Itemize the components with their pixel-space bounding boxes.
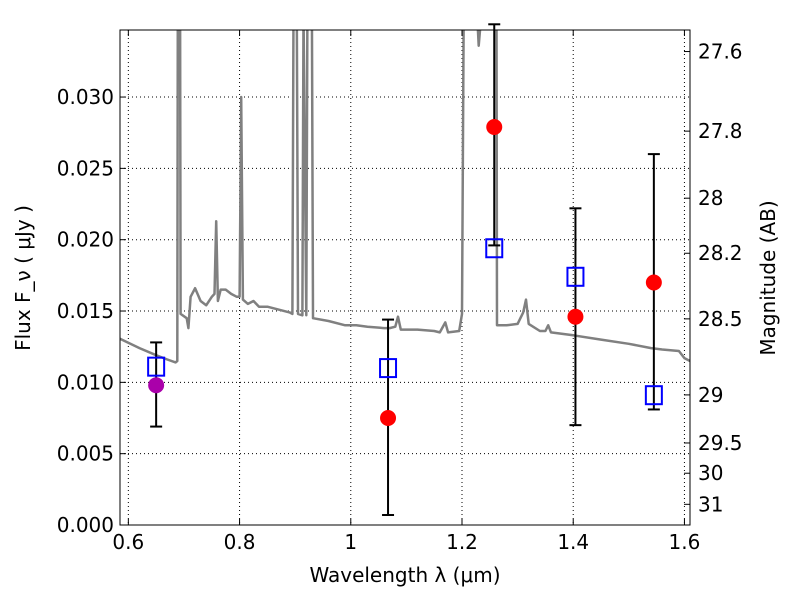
observed-point <box>486 119 503 136</box>
y-tick-label: 0.030 <box>57 85 114 109</box>
right-tick-label: 28.5 <box>698 307 743 331</box>
x-tick-label: 1.4 <box>557 530 589 554</box>
model-band-point <box>485 238 504 259</box>
x-tick-label: 0.8 <box>224 530 256 554</box>
observed-point <box>380 410 397 427</box>
y-tick-label: 0.025 <box>57 156 114 180</box>
x-tick-label: 1 <box>344 530 357 554</box>
observed-point <box>148 377 165 394</box>
grid <box>120 30 690 526</box>
right-tick-label: 31 <box>698 492 723 516</box>
y-tick-label: 0.020 <box>57 228 114 252</box>
x-tick-label: 0.6 <box>112 530 144 554</box>
right-tick-label: 27.6 <box>698 40 743 64</box>
right-tick-label: 29 <box>698 383 723 407</box>
x-tick-label: 1.2 <box>446 530 478 554</box>
model-band-point <box>147 356 166 377</box>
right-tick-label: 28.2 <box>698 241 743 265</box>
model-band-point <box>566 266 585 287</box>
right-tick-label: 30 <box>698 461 723 485</box>
y-axis-right-label: Magnitude (AB) <box>756 200 780 355</box>
model-spectrum-line <box>120 30 690 364</box>
data-markers <box>147 119 663 427</box>
model-spectrum <box>120 30 690 364</box>
y-tick-label: 0.000 <box>57 513 114 537</box>
x-axis-label: Wavelength λ (μm) <box>309 563 500 587</box>
y-tick-label: 0.005 <box>57 442 114 466</box>
observed-point <box>567 308 584 325</box>
x-tick-label: 1.6 <box>669 530 701 554</box>
right-tick-label: 28 <box>698 186 723 210</box>
model-band-point <box>644 385 663 406</box>
model-band-point <box>379 358 398 379</box>
y-axis-label: Flux F_ν ( μJy ) <box>11 205 35 351</box>
right-tick-label: 29.5 <box>698 431 743 455</box>
y-tick-label: 0.010 <box>57 370 114 394</box>
right-tick-label: 27.8 <box>698 119 743 143</box>
plot-frame <box>119 29 691 526</box>
y-tick-label: 0.015 <box>57 299 114 323</box>
ticks: 0.6 0.8 1 1.2 1.4 1.6 0.000 0.005 0.010 0.015 0.02… <box>57 30 743 554</box>
observed-point <box>645 274 662 291</box>
